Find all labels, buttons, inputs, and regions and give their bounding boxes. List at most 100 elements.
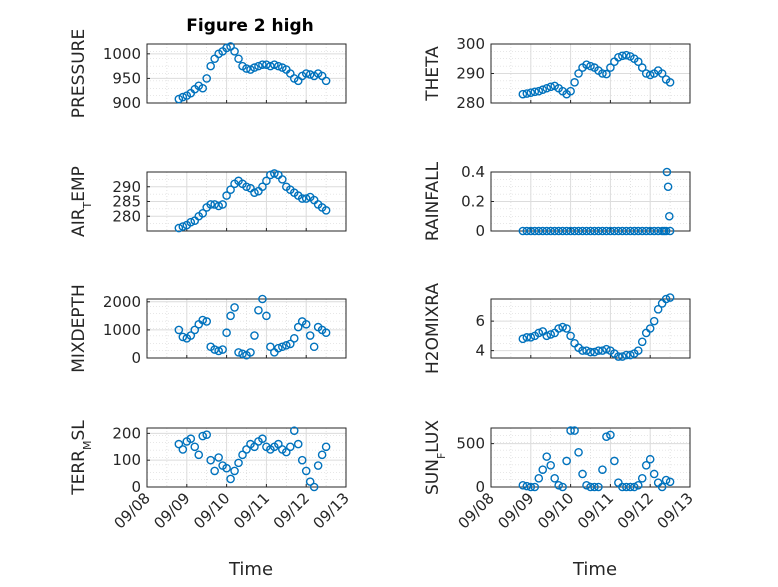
data-point <box>198 208 208 218</box>
data-point <box>558 226 567 236</box>
data-point <box>614 52 623 62</box>
data-point <box>274 61 283 71</box>
data-point <box>305 70 315 79</box>
data-point <box>663 182 673 192</box>
subplot-rainfall: 0 0.2 0.4 RAINFALL <box>423 161 691 241</box>
data-point <box>285 442 295 452</box>
series-pressure <box>174 42 331 104</box>
data-point <box>546 226 556 236</box>
data-point <box>570 426 579 435</box>
y-tick-label: 280 <box>456 94 485 112</box>
data-point <box>641 69 651 78</box>
data-point <box>250 63 259 72</box>
data-point <box>578 469 587 479</box>
data-point <box>518 89 528 99</box>
data-point <box>649 226 659 236</box>
data-point <box>538 85 548 95</box>
data-point <box>546 330 556 339</box>
data-point <box>230 466 239 476</box>
data-point <box>301 466 311 476</box>
data-point <box>586 347 595 357</box>
data-point <box>214 453 223 462</box>
data-point <box>210 466 219 476</box>
data-point <box>230 47 239 56</box>
data-point <box>637 63 647 72</box>
data-point <box>618 226 627 236</box>
data-point <box>645 324 655 333</box>
data-point <box>542 452 552 461</box>
data-point <box>542 83 552 93</box>
data-point <box>214 346 223 356</box>
data-point <box>321 442 331 452</box>
y-axis-label: SUNFLUX <box>423 420 448 495</box>
data-point <box>313 461 323 470</box>
data-point <box>598 346 607 355</box>
data-point <box>554 324 563 333</box>
data-point <box>606 226 615 236</box>
data-point <box>297 455 307 465</box>
data-point <box>578 226 587 236</box>
data-point <box>606 430 615 440</box>
data-point <box>526 88 536 97</box>
data-point <box>218 345 227 354</box>
data-point <box>198 315 208 325</box>
y-tick-label: 285 <box>112 193 141 211</box>
data-point <box>566 226 575 236</box>
y-tick-label: 500 <box>456 435 485 453</box>
data-point <box>582 480 591 490</box>
data-point <box>266 342 275 352</box>
data-point <box>258 434 267 444</box>
data-point <box>246 65 255 74</box>
axes-box <box>490 43 691 104</box>
data-point <box>309 342 319 352</box>
subplot-terr_msl: 09/0809/0909/1009/1109/1209/130100200TER… <box>69 420 353 533</box>
data-point <box>186 434 196 444</box>
data-point <box>250 188 259 197</box>
data-point <box>633 57 643 67</box>
data-point <box>202 317 211 326</box>
data-point <box>550 474 559 483</box>
y-axis-label: THETA <box>423 46 443 102</box>
data-point <box>270 60 279 69</box>
y-axis-label: RAINFALL <box>423 161 443 241</box>
data-point <box>174 325 184 335</box>
data-point <box>278 175 287 184</box>
data-point <box>633 480 643 490</box>
series-sun_flux <box>518 426 675 492</box>
y-tick-label: 6 <box>475 312 485 330</box>
data-point <box>206 61 215 71</box>
data-point <box>598 69 607 78</box>
data-point <box>242 182 251 192</box>
data-point <box>586 226 595 236</box>
data-point <box>198 83 208 93</box>
data-point <box>190 442 200 452</box>
data-point <box>590 482 599 492</box>
data-point <box>530 87 540 97</box>
data-point <box>262 311 271 321</box>
series-rainfall <box>518 167 675 236</box>
series-air_temp <box>174 169 331 233</box>
figure-title: Figure 2 high <box>186 16 314 36</box>
data-point <box>610 226 619 236</box>
y-tick-label: 0 <box>475 222 485 240</box>
data-point <box>618 482 627 492</box>
data-point <box>522 481 532 491</box>
data-point <box>542 331 552 341</box>
data-point <box>522 333 532 342</box>
data-point <box>653 305 663 314</box>
data-point <box>570 78 579 87</box>
data-point <box>186 217 196 227</box>
data-point <box>610 456 619 466</box>
data-point <box>178 445 188 454</box>
data-point <box>653 226 663 236</box>
data-point <box>626 350 635 360</box>
subplot-sun_flux: 09/0809/0909/1009/1109/1209/130500SUNFLU… <box>423 420 697 533</box>
x-tick-label: 09/10 <box>534 489 577 532</box>
x-tick-label: 09/11 <box>574 489 617 532</box>
y-tick-label: 2000 <box>103 293 141 311</box>
data-point <box>618 51 627 61</box>
x-tick-label: 09/09 <box>494 489 537 532</box>
data-point <box>289 426 299 435</box>
data-point <box>558 482 567 492</box>
data-point <box>626 482 635 492</box>
